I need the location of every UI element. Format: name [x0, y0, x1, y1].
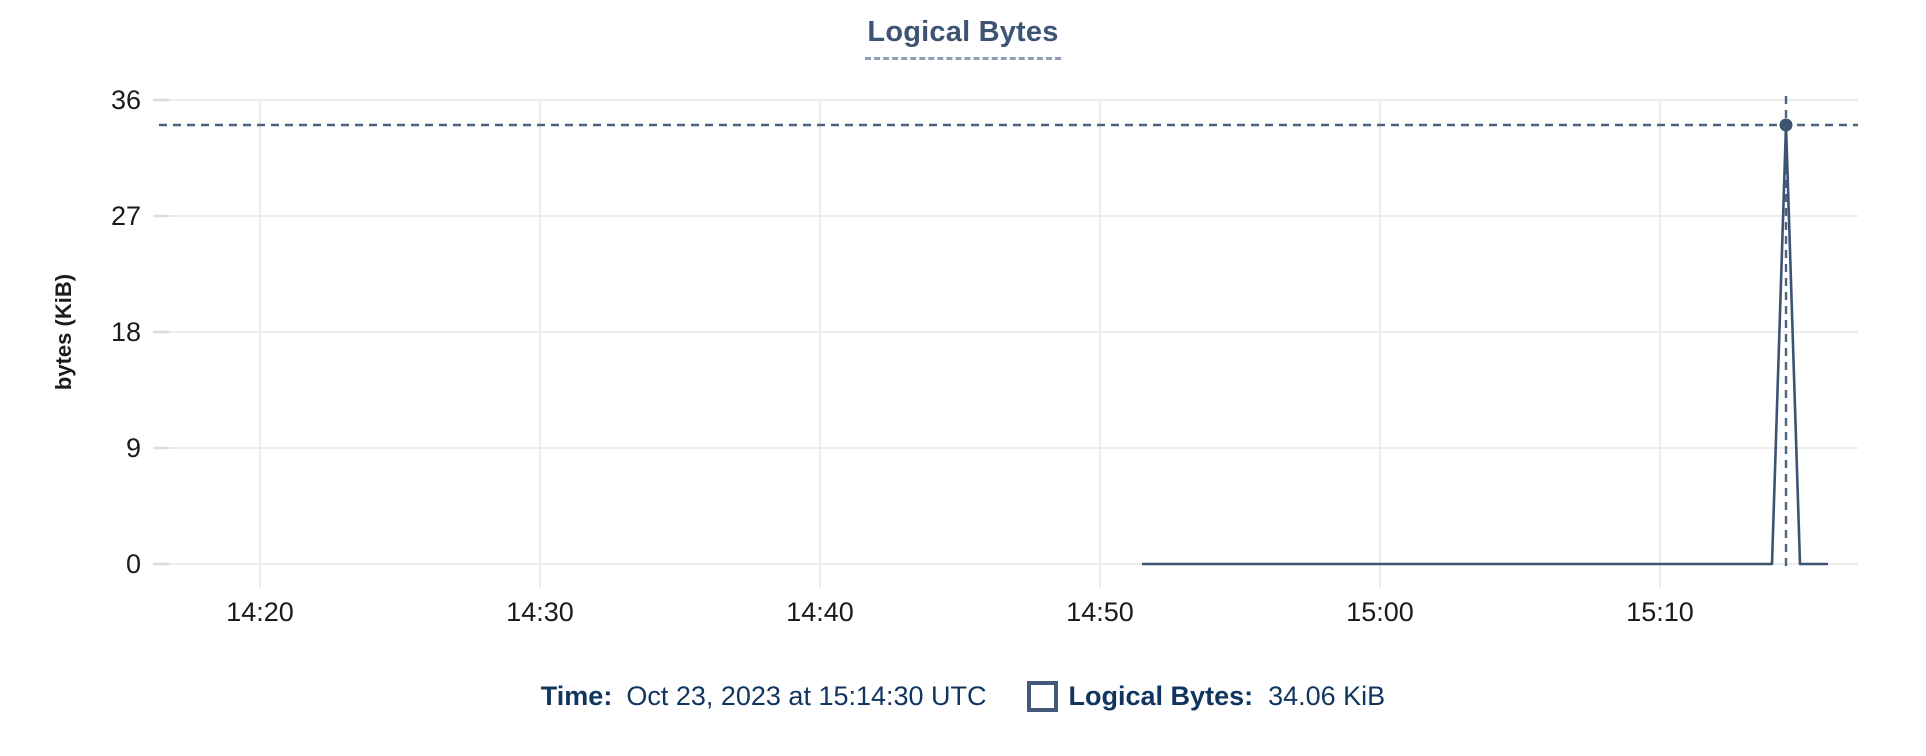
y-tick-label: 18 [111, 317, 141, 347]
chart-plot-area[interactable]: 36 27 18 9 0 14:20 14:30 14:40 14:50 15:00 15:10 [0, 0, 1926, 640]
y-tick-label: 36 [111, 85, 141, 115]
x-tick-label: 14:40 [786, 597, 854, 627]
legend-square-icon [1026, 680, 1058, 712]
series-label: Logical Bytes: [1068, 680, 1254, 711]
data-point-marker [1779, 118, 1793, 132]
y-axis-title: bytes (KiB) [51, 273, 76, 391]
x-tick-label: 14:20 [226, 597, 294, 627]
series-value: 34.06 KiB [1268, 680, 1386, 711]
x-tick-label: 14:50 [1066, 597, 1134, 627]
x-tick-label: 15:00 [1346, 597, 1414, 627]
x-tick-label: 14:30 [506, 597, 574, 627]
y-tick-label: 9 [126, 433, 141, 463]
y-tick-label: 27 [111, 201, 141, 231]
data-line [1142, 123, 1828, 566]
hover-readout: Time: Oct 23, 2023 at 15:14:30 UTC Logic… [0, 668, 1926, 724]
chart-title-row: Logical Bytes [0, 16, 1926, 60]
readout-time-group: Time: Oct 23, 2023 at 15:14:30 UTC [541, 681, 987, 712]
chart-title[interactable]: Logical Bytes [865, 16, 1061, 60]
time-value: Oct 23, 2023 at 15:14:30 UTC [626, 680, 987, 711]
legend-item-logical-bytes[interactable]: Logical Bytes: 34.06 KiB [1026, 680, 1386, 712]
x-tick-label: 15:10 [1626, 597, 1694, 627]
y-tick-label: 0 [126, 549, 141, 579]
time-label: Time: [540, 680, 613, 711]
